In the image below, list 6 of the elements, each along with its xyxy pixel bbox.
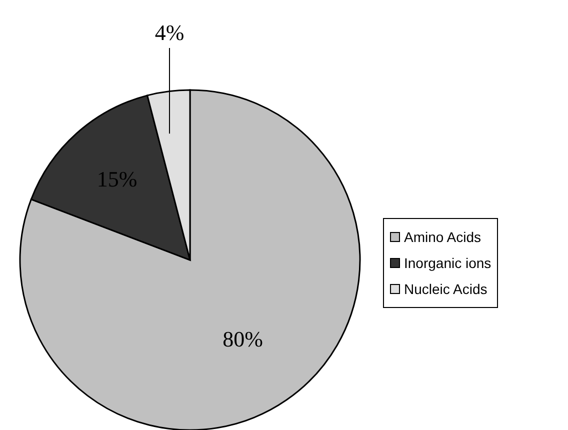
legend-label: Inorganic ions: [404, 254, 492, 273]
data-label: 4%: [154, 20, 184, 45]
data-label: 80%: [222, 326, 264, 352]
legend-label: Amino Acids: [404, 228, 482, 247]
legend-label: Nucleic Acids: [404, 280, 488, 299]
pie-slice: [19, 89, 361, 430]
